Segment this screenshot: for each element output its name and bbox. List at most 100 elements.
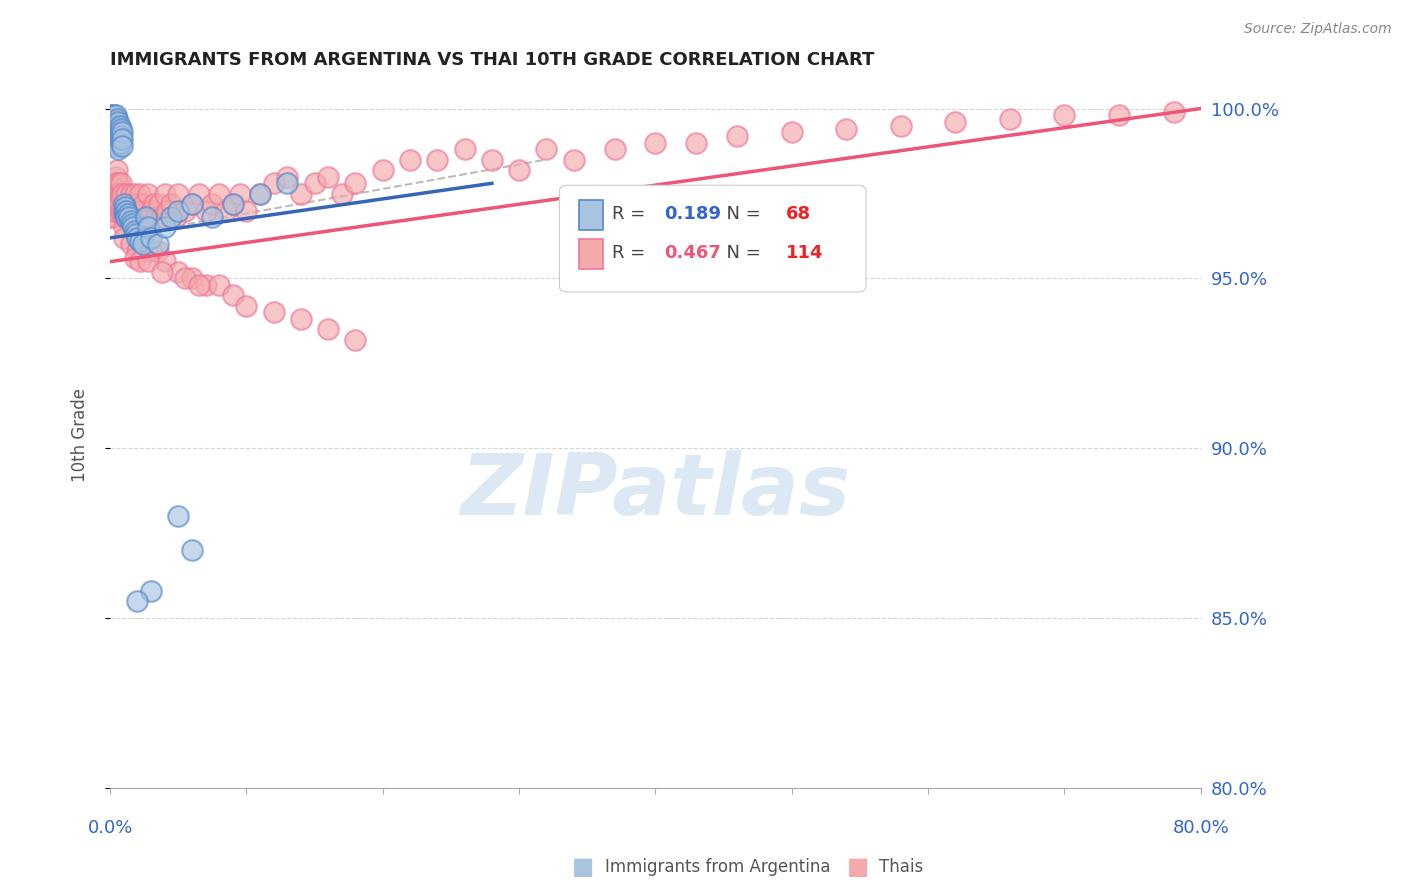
Point xyxy=(104,203,127,218)
Point xyxy=(603,142,626,156)
Point xyxy=(104,122,127,136)
FancyBboxPatch shape xyxy=(560,186,866,292)
Point xyxy=(107,128,129,143)
Text: ■: ■ xyxy=(572,855,595,879)
Point xyxy=(115,211,138,225)
Point xyxy=(330,186,353,201)
Point xyxy=(399,153,422,167)
Point xyxy=(107,196,129,211)
Point xyxy=(107,136,129,150)
Text: 0.0%: 0.0% xyxy=(87,819,132,837)
Point xyxy=(110,128,132,143)
Point xyxy=(235,299,257,313)
Point xyxy=(105,132,128,146)
Point xyxy=(107,142,129,156)
Point xyxy=(127,594,149,608)
Text: 80.0%: 80.0% xyxy=(1173,819,1229,837)
Point xyxy=(103,136,125,150)
Point xyxy=(100,196,122,211)
Text: 68: 68 xyxy=(786,205,811,223)
Point xyxy=(194,203,217,218)
Point xyxy=(112,203,135,218)
Point xyxy=(134,230,156,244)
Point xyxy=(112,220,135,235)
Point xyxy=(136,254,159,268)
Point xyxy=(142,196,165,211)
Point xyxy=(945,115,967,129)
Point xyxy=(115,203,138,218)
Point xyxy=(290,186,312,201)
Point xyxy=(104,115,127,129)
Point xyxy=(160,211,183,225)
Point xyxy=(103,122,125,136)
Point xyxy=(148,196,170,211)
Point xyxy=(174,203,197,218)
Point xyxy=(344,177,367,191)
Point xyxy=(131,203,153,218)
Point xyxy=(249,186,271,201)
Point xyxy=(835,122,858,136)
Point xyxy=(100,122,122,136)
Point xyxy=(685,136,707,150)
Point xyxy=(127,230,149,244)
Point xyxy=(125,203,148,218)
Point xyxy=(103,115,125,129)
Point xyxy=(780,125,803,139)
Text: ■: ■ xyxy=(846,855,869,879)
Point xyxy=(136,220,159,235)
Point xyxy=(180,196,202,211)
Point xyxy=(128,211,150,225)
Point xyxy=(167,203,190,218)
Point xyxy=(100,211,122,225)
Text: N =: N = xyxy=(716,244,766,262)
Point xyxy=(129,234,152,248)
Point xyxy=(105,162,128,177)
Point xyxy=(129,186,152,201)
Point xyxy=(114,196,136,211)
Point xyxy=(222,196,245,211)
Point xyxy=(118,211,141,225)
Point xyxy=(150,211,173,225)
Point xyxy=(344,333,367,347)
Point xyxy=(180,543,202,558)
Point xyxy=(101,108,124,122)
Point xyxy=(108,125,131,139)
Point xyxy=(101,186,124,201)
Point xyxy=(1163,104,1185,119)
Point xyxy=(127,196,149,211)
Point xyxy=(101,203,124,218)
Point xyxy=(129,254,152,268)
Point xyxy=(124,251,146,265)
Point xyxy=(117,207,139,221)
Point xyxy=(110,122,132,136)
Text: 0.467: 0.467 xyxy=(664,244,721,262)
Point xyxy=(105,194,128,208)
Point xyxy=(222,196,245,211)
Point xyxy=(121,211,143,225)
Point xyxy=(562,153,585,167)
Point xyxy=(263,305,285,319)
Point xyxy=(112,211,135,225)
Point xyxy=(107,186,129,201)
Point xyxy=(276,169,298,184)
Point xyxy=(120,203,142,218)
Point xyxy=(118,196,141,211)
Point xyxy=(139,203,162,218)
Point xyxy=(101,122,124,136)
Point xyxy=(122,196,145,211)
Text: ZIPatlas: ZIPatlas xyxy=(460,450,851,533)
Point xyxy=(112,230,135,244)
Point xyxy=(187,278,209,293)
Point xyxy=(111,132,134,146)
Y-axis label: 10th Grade: 10th Grade xyxy=(72,388,89,482)
Point xyxy=(105,119,128,133)
Point xyxy=(371,162,394,177)
Point xyxy=(121,217,143,231)
Point xyxy=(139,230,162,244)
Text: R =: R = xyxy=(612,205,651,223)
Point xyxy=(1108,108,1130,122)
Point xyxy=(114,207,136,221)
Point xyxy=(105,112,128,126)
Point xyxy=(481,153,503,167)
Point xyxy=(101,115,124,129)
